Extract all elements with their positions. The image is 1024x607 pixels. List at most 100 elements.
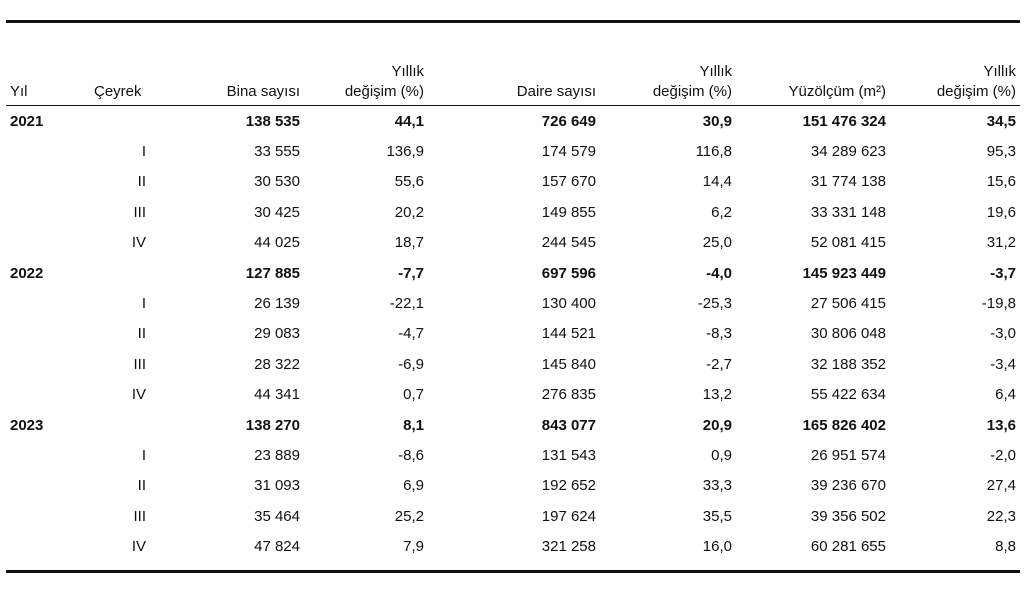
cell-area: 32 188 352 (810, 355, 886, 373)
cell-area-change: 27,4 (986, 477, 1016, 495)
cell-dwellings-change: 14,4 (702, 173, 732, 191)
cell-area: 52 081 415 (810, 234, 886, 252)
cell-dwellings-change: 20,9 (702, 416, 732, 434)
bottom-rule (6, 570, 1020, 573)
cell-area-change: -3,4 (990, 355, 1016, 373)
cell-area: 39 356 502 (810, 507, 886, 525)
cell-year: 2023 (10, 416, 44, 434)
cell-buildings: 44 025 (254, 234, 300, 252)
cell-dwellings-change: 13,2 (702, 386, 732, 404)
cell-area-change: 31,2 (986, 234, 1016, 252)
header-rule (6, 105, 1020, 106)
cell-dwellings-change: -8,3 (706, 325, 732, 343)
cell-area: 31 774 138 (810, 173, 886, 191)
cell-area-change: -3,0 (990, 325, 1016, 343)
cell-dwellings: 321 258 (541, 538, 596, 556)
header-row: Yıl Çeyrek Bina sayısı Yıllık değişim (%… (6, 46, 1020, 102)
cell-dwellings-change: 16,0 (702, 538, 732, 556)
cell-dwellings-change: 25,0 (702, 234, 732, 252)
cell-dwellings-change: -25,3 (697, 295, 732, 313)
cell-buildings: 33 555 (254, 143, 300, 161)
table-row: II 30 530 55,6 157 670 14,4 31 774 138 15,6 (6, 167, 1020, 197)
table-row: III 28 322 -6,9 145 840 -2,7 32 188 352 -3,4 (6, 349, 1020, 379)
cell-quarter: III (133, 355, 146, 373)
cell-dwellings-change: 0,9 (711, 446, 732, 464)
cell-dwellings: 276 835 (541, 386, 596, 404)
cell-dwellings-change: 35,5 (702, 507, 732, 525)
table-row: III 35 464 25,2 197 624 35,5 39 356 502 22,3 (6, 501, 1020, 531)
cell-dwellings: 697 596 (541, 264, 596, 282)
col-header-area-change: Yıllık değişim (%) (936, 63, 1016, 100)
cell-dwellings: 244 545 (541, 234, 596, 252)
cell-year (6, 167, 90, 197)
cell-buildings: 30 425 (254, 203, 300, 221)
cell-year: 2022 (10, 264, 44, 282)
cell-year: 2021 (10, 112, 44, 130)
table-row-year-total: 2023 138 270 8,1 843 077 20,9 165 826 402 13,6 (6, 410, 1020, 440)
table-row-year-total: 2021 138 535 44,1 726 649 30,9 151 476 324 34,… (6, 102, 1020, 136)
cell-buildings-change: 6,9 (403, 477, 424, 495)
cell-buildings-change: -8,6 (398, 446, 424, 464)
table-row: II 29 083 -4,7 144 521 -8,3 30 806 048 -3,0 (6, 319, 1020, 349)
cell-area-change: 22,3 (986, 507, 1016, 525)
cell-area-change: 95,3 (986, 143, 1016, 161)
cell-quarter: I (141, 143, 146, 161)
cell-buildings-change: 20,2 (394, 203, 424, 221)
cell-area: 165 826 402 (802, 416, 886, 434)
cell-dwellings: 157 670 (541, 173, 596, 191)
cell-dwellings: 843 077 (541, 416, 596, 434)
cell-area: 55 422 634 (810, 386, 886, 404)
cell-area-change: -19,8 (981, 295, 1016, 313)
table-row: IV 44 341 0,7 276 835 13,2 55 422 634 6,4 (6, 380, 1020, 410)
col-header-dwellings: Daire sayısı (516, 83, 596, 100)
cell-buildings-change: 136,9 (386, 143, 424, 161)
cell-year (6, 501, 90, 531)
cell-dwellings-change: 33,3 (702, 477, 732, 495)
cell-dwellings-change: 116,8 (695, 143, 732, 161)
cell-dwellings-change: 6,2 (711, 203, 732, 221)
cell-buildings: 29 083 (254, 325, 300, 343)
cell-year (6, 228, 90, 258)
cell-buildings-change: 18,7 (394, 234, 424, 252)
cell-buildings: 28 322 (254, 355, 300, 373)
cell-dwellings: 145 840 (541, 355, 596, 373)
cell-area: 27 506 415 (810, 295, 886, 313)
table-row: IV 44 025 18,7 244 545 25,0 52 081 415 31,2 (6, 228, 1020, 258)
cell-year (6, 197, 90, 227)
cell-buildings-change: 25,2 (394, 507, 424, 525)
table-row: I 23 889 -8,6 131 543 0,9 26 951 574 -2,0 (6, 440, 1020, 470)
cell-buildings-change: 55,6 (394, 173, 424, 191)
cell-buildings: 35 464 (254, 507, 300, 525)
cell-buildings: 44 341 (254, 386, 300, 404)
cell-buildings-change: 0,7 (403, 386, 424, 404)
cell-dwellings: 149 855 (541, 203, 596, 221)
cell-quarter (90, 102, 160, 136)
col-header-quarter: Çeyrek (94, 83, 142, 100)
cell-quarter: II (137, 173, 146, 191)
cell-quarter: IV (131, 234, 146, 252)
cell-buildings: 138 535 (245, 112, 300, 130)
cell-dwellings-change: -2,7 (706, 355, 732, 373)
cell-quarter: IV (131, 538, 146, 556)
table-row: III 30 425 20,2 149 855 6,2 33 331 148 19,6 (6, 197, 1020, 227)
cell-area: 39 236 670 (810, 477, 886, 495)
cell-year (6, 319, 90, 349)
cell-year (6, 136, 90, 166)
cell-area-change: -3,7 (990, 264, 1016, 282)
cell-area: 145 923 449 (802, 264, 886, 282)
cell-quarter: I (141, 295, 146, 313)
table-row: I 33 555 136,9 174 579 116,8 34 289 623 95,3 (6, 136, 1020, 166)
cell-quarter: III (133, 507, 146, 525)
cell-year (6, 349, 90, 379)
cell-dwellings: 130 400 (541, 295, 596, 313)
cell-area: 33 331 148 (810, 203, 886, 221)
cell-area-change: 6,4 (995, 386, 1016, 404)
cell-buildings-change: -22,1 (389, 295, 424, 313)
cell-year (6, 380, 90, 410)
cell-quarter: II (137, 325, 146, 343)
cell-buildings: 138 270 (245, 416, 300, 434)
table-body: 2021 138 535 44,1 726 649 30,9 151 476 324 34,… (6, 102, 1020, 562)
cell-buildings: 31 093 (254, 477, 300, 495)
table-row: IV 47 824 7,9 321 258 16,0 60 281 655 8,8 (6, 531, 1020, 561)
cell-dwellings: 144 521 (541, 325, 596, 343)
